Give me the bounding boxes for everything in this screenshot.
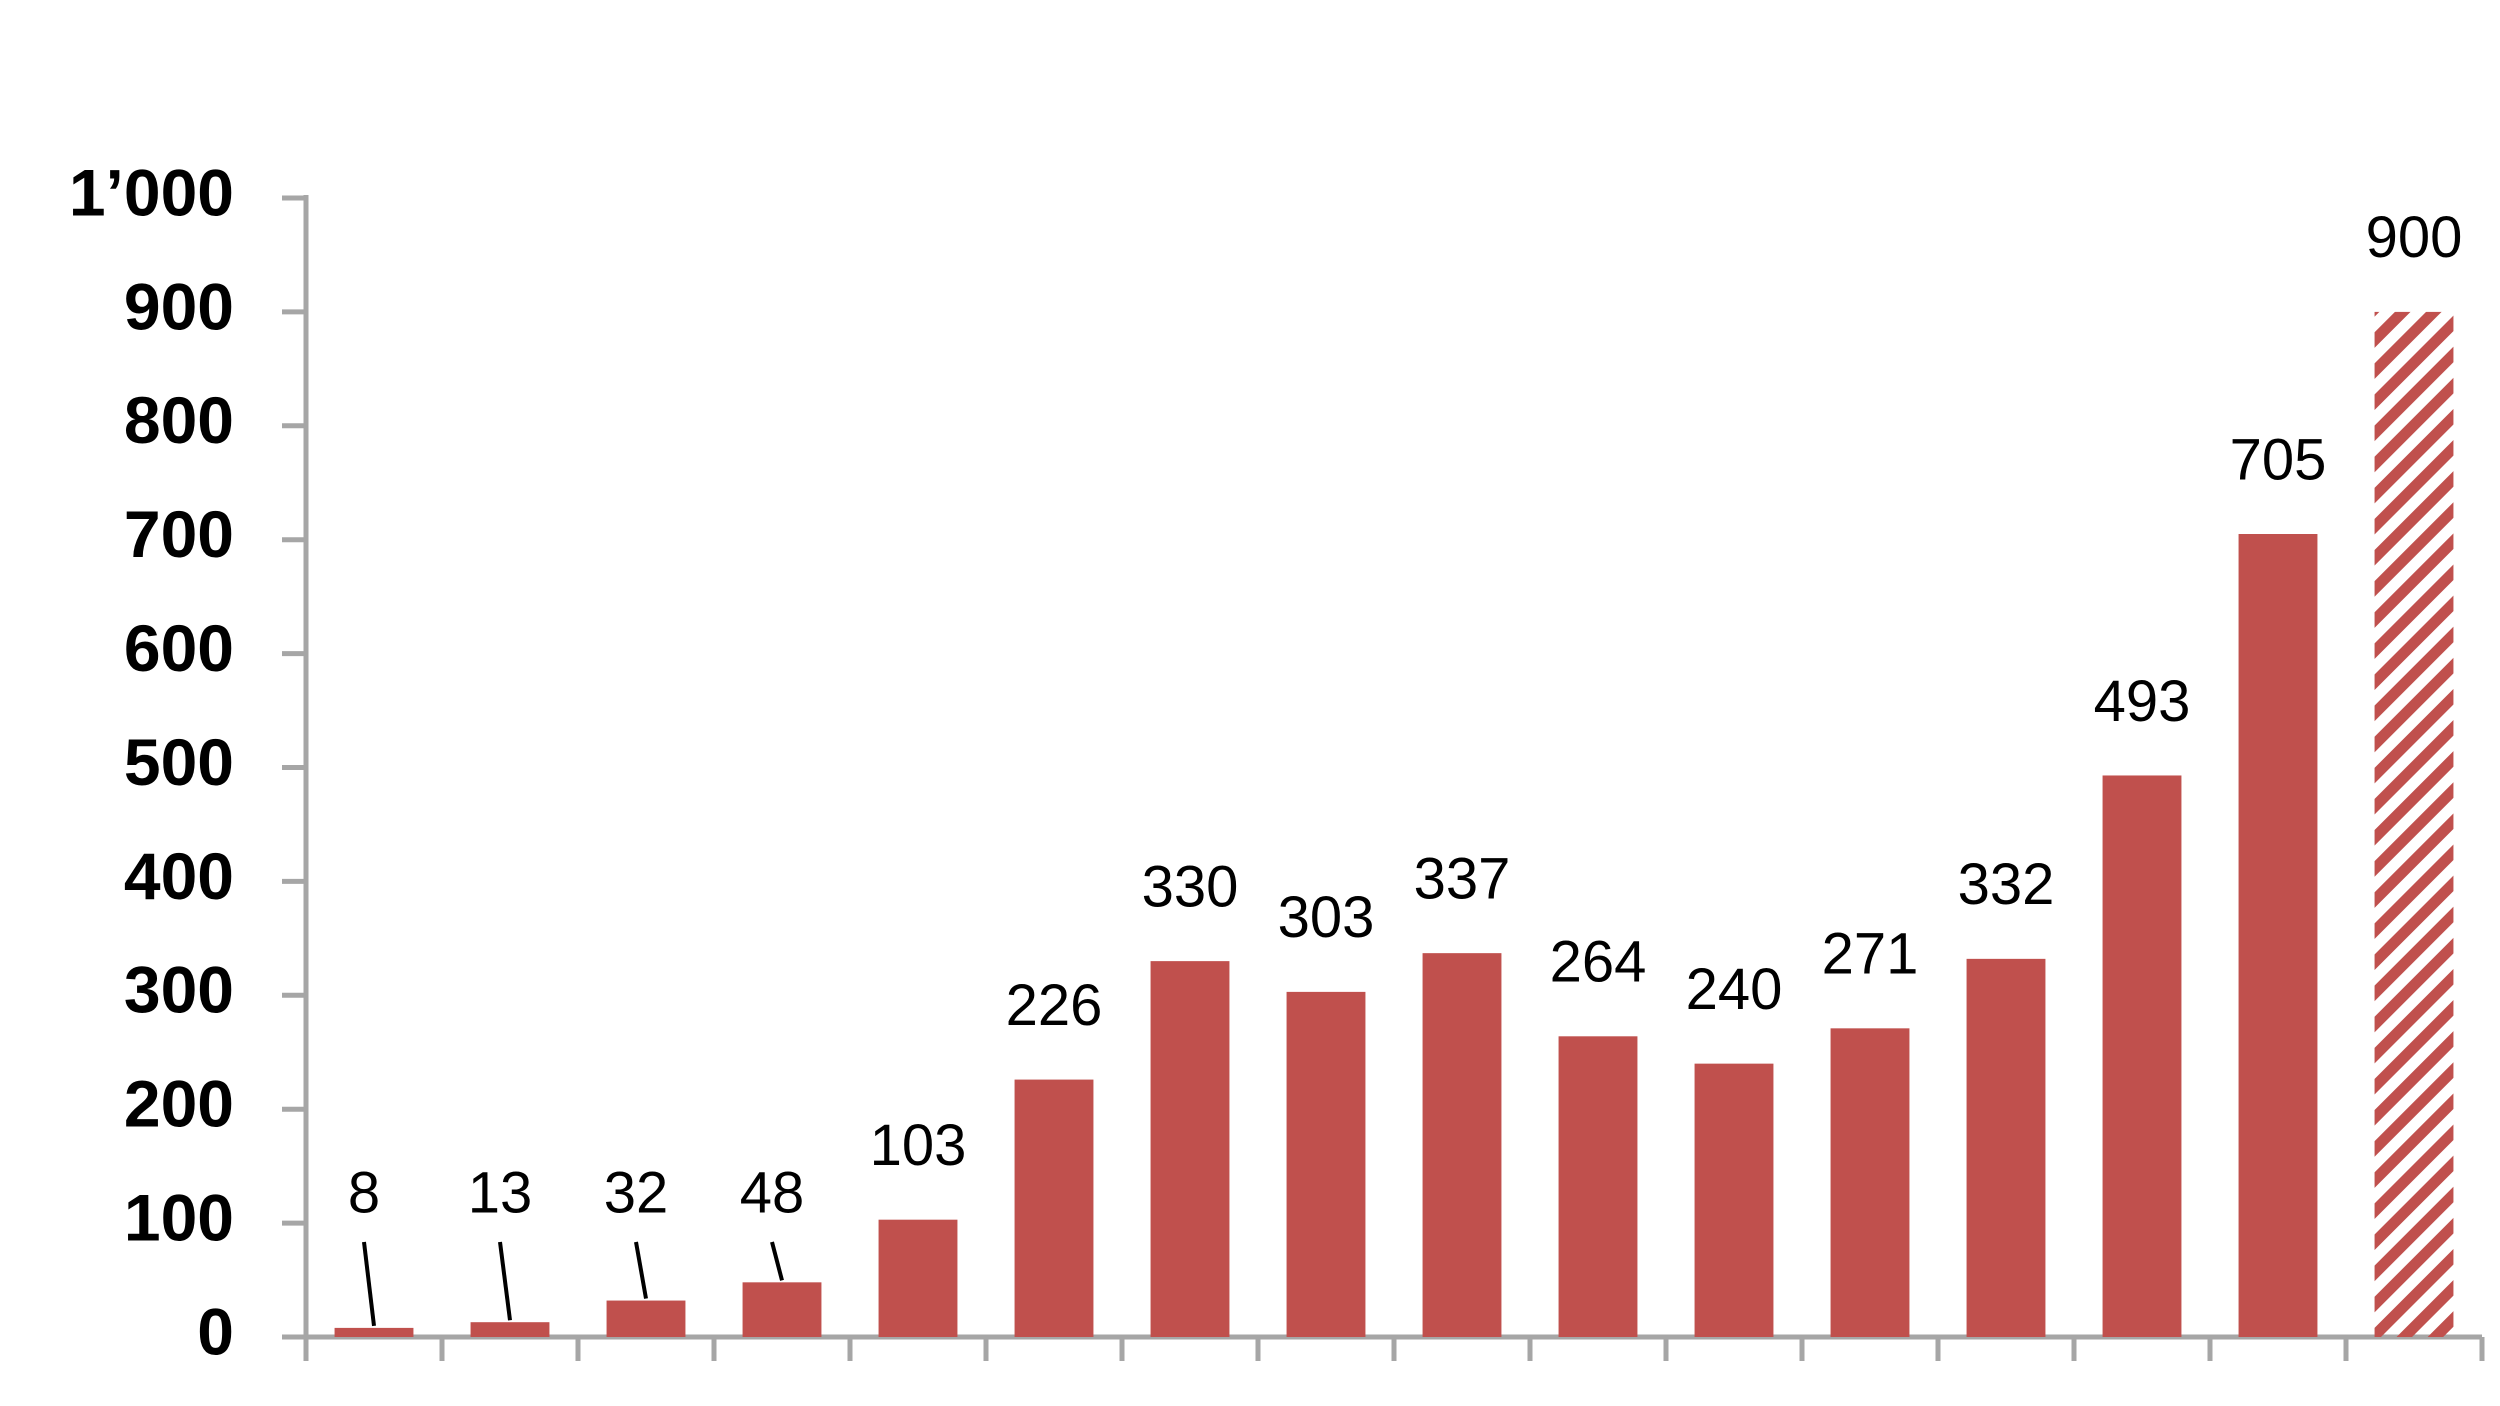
leader-line <box>362 1241 376 1327</box>
bar <box>742 1282 822 1337</box>
data-label: 240 <box>1686 957 1783 1022</box>
y-tick-label: 500 <box>124 725 234 799</box>
bar <box>1286 991 1366 1337</box>
y-tick-label: 900 <box>124 269 234 343</box>
data-label: 264 <box>1550 930 1647 995</box>
bar <box>1558 1036 1638 1337</box>
y-tick-label: 800 <box>124 383 234 457</box>
data-label: 13 <box>468 1160 533 1225</box>
data-label: 32 <box>604 1160 669 1225</box>
bar <box>1830 1028 1910 1337</box>
bar <box>470 1322 550 1337</box>
y-tick-label: 400 <box>124 839 234 913</box>
data-label: 271 <box>1822 922 1919 987</box>
data-label: 900 <box>2366 205 2463 270</box>
data-label: 103 <box>870 1113 967 1178</box>
y-tick-label: 700 <box>124 497 234 571</box>
data-label: 705 <box>2230 427 2327 492</box>
bar-hatched <box>2374 311 2454 1337</box>
y-tick-label: 0 <box>197 1294 234 1368</box>
bar <box>1014 1079 1094 1337</box>
y-tick-label: 200 <box>124 1067 234 1141</box>
data-label: 332 <box>1958 852 2055 917</box>
data-label: 48 <box>740 1160 805 1225</box>
leader-line <box>770 1241 784 1281</box>
bar <box>1422 953 1502 1337</box>
leader-line <box>498 1241 512 1321</box>
bar <box>2238 534 2318 1337</box>
bar <box>2102 775 2182 1337</box>
bar <box>606 1300 686 1337</box>
y-tick-label: 300 <box>124 953 234 1027</box>
bar <box>1150 961 1230 1337</box>
data-label: 337 <box>1414 846 1511 911</box>
data-label: 303 <box>1278 885 1375 950</box>
bar <box>878 1219 958 1337</box>
data-label: 8 <box>348 1160 380 1225</box>
y-tick-label: 600 <box>124 611 234 685</box>
bar <box>1966 958 2046 1337</box>
leader-line <box>634 1241 648 1299</box>
data-label: 226 <box>1006 973 1103 1038</box>
bar <box>334 1327 414 1337</box>
y-tick-label: 100 <box>124 1181 234 1255</box>
data-label: 330 <box>1142 854 1239 919</box>
bar <box>1694 1063 1774 1337</box>
data-label: 493 <box>2094 669 2191 734</box>
y-tick-label: 1’000 <box>69 155 234 229</box>
